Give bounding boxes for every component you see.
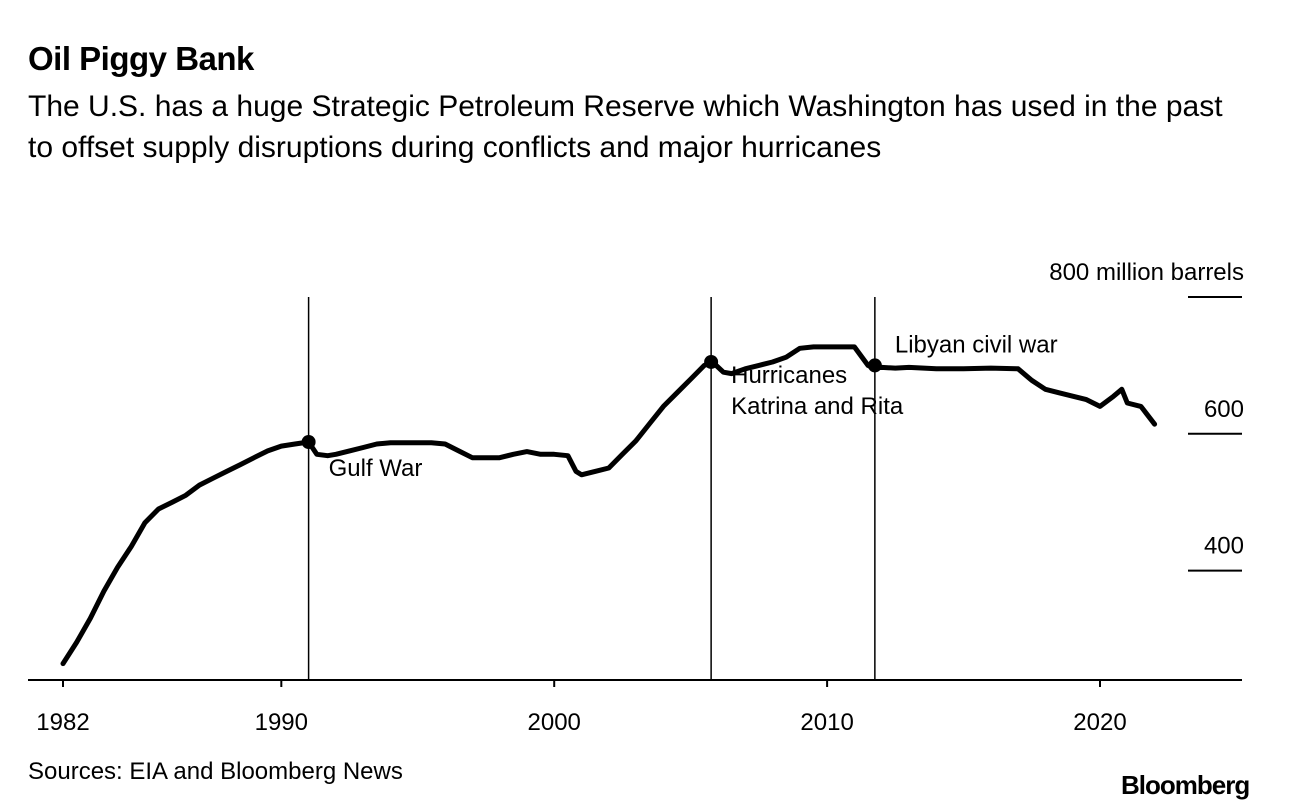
annotation-labels: Gulf War Hurricanes Katrina and Rita Libyan… <box>329 331 1058 482</box>
annotation-marker-0 <box>301 434 316 449</box>
y-tick-label-800: 800 million barrels <box>1049 259 1244 286</box>
x-tick-label-2020: 2020 <box>1073 709 1126 736</box>
chart-subtitle: The U.S. has a huge Strategic Petroleum … <box>28 90 1223 164</box>
annotation-label-0: Gulf War <box>329 455 423 482</box>
x-axis-ticks: 1982 1990 2000 2010 2020 <box>36 680 1127 736</box>
chart-title: Oil Piggy Bank <box>28 40 254 77</box>
annotation-marker-2 <box>867 358 882 373</box>
spr-series-line <box>60 344 1158 667</box>
annotation-label-2: Libyan civil war <box>895 331 1058 358</box>
x-tick-label-1982: 1982 <box>36 709 89 736</box>
annotation-marker-1 <box>704 354 719 369</box>
bloomberg-logo: Bloomberg <box>1121 770 1250 800</box>
source-note: Sources: EIA and Bloomberg News <box>28 758 403 785</box>
annotation-markers <box>301 354 882 449</box>
y-axis-labels: 800 million barrels 600 400 <box>1049 259 1244 560</box>
annotation-label-1: Hurricanes Katrina and Rita <box>731 362 904 420</box>
y-tick-label-400: 400 <box>1204 533 1244 560</box>
y-tick-label-600: 600 <box>1204 396 1244 423</box>
x-tick-label-1990: 1990 <box>255 709 308 736</box>
x-tick-label-2000: 2000 <box>528 709 581 736</box>
y-gridlines <box>1188 296 1242 572</box>
x-tick-label-2010: 2010 <box>800 709 853 736</box>
